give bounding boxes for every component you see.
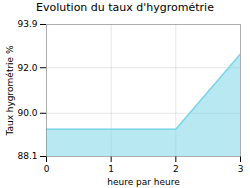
svg-text:92.0: 92.0 [17, 63, 37, 73]
svg-text:1: 1 [108, 164, 114, 174]
svg-text:3: 3 [238, 164, 244, 174]
svg-text:heure par heure: heure par heure [107, 177, 180, 187]
svg-text:0: 0 [44, 164, 50, 174]
svg-text:93.9: 93.9 [17, 19, 37, 29]
html-text:Evolution du taux d'hygrométri: Evolution du taux d'hygrométrie [36, 1, 214, 14]
svg-text:88.1: 88.1 [17, 151, 37, 161]
svg-text:Taux hygrométrie %: Taux hygrométrie % [5, 45, 15, 137]
svg-text:90.0: 90.0 [17, 108, 37, 118]
svg-text:2: 2 [173, 164, 179, 174]
